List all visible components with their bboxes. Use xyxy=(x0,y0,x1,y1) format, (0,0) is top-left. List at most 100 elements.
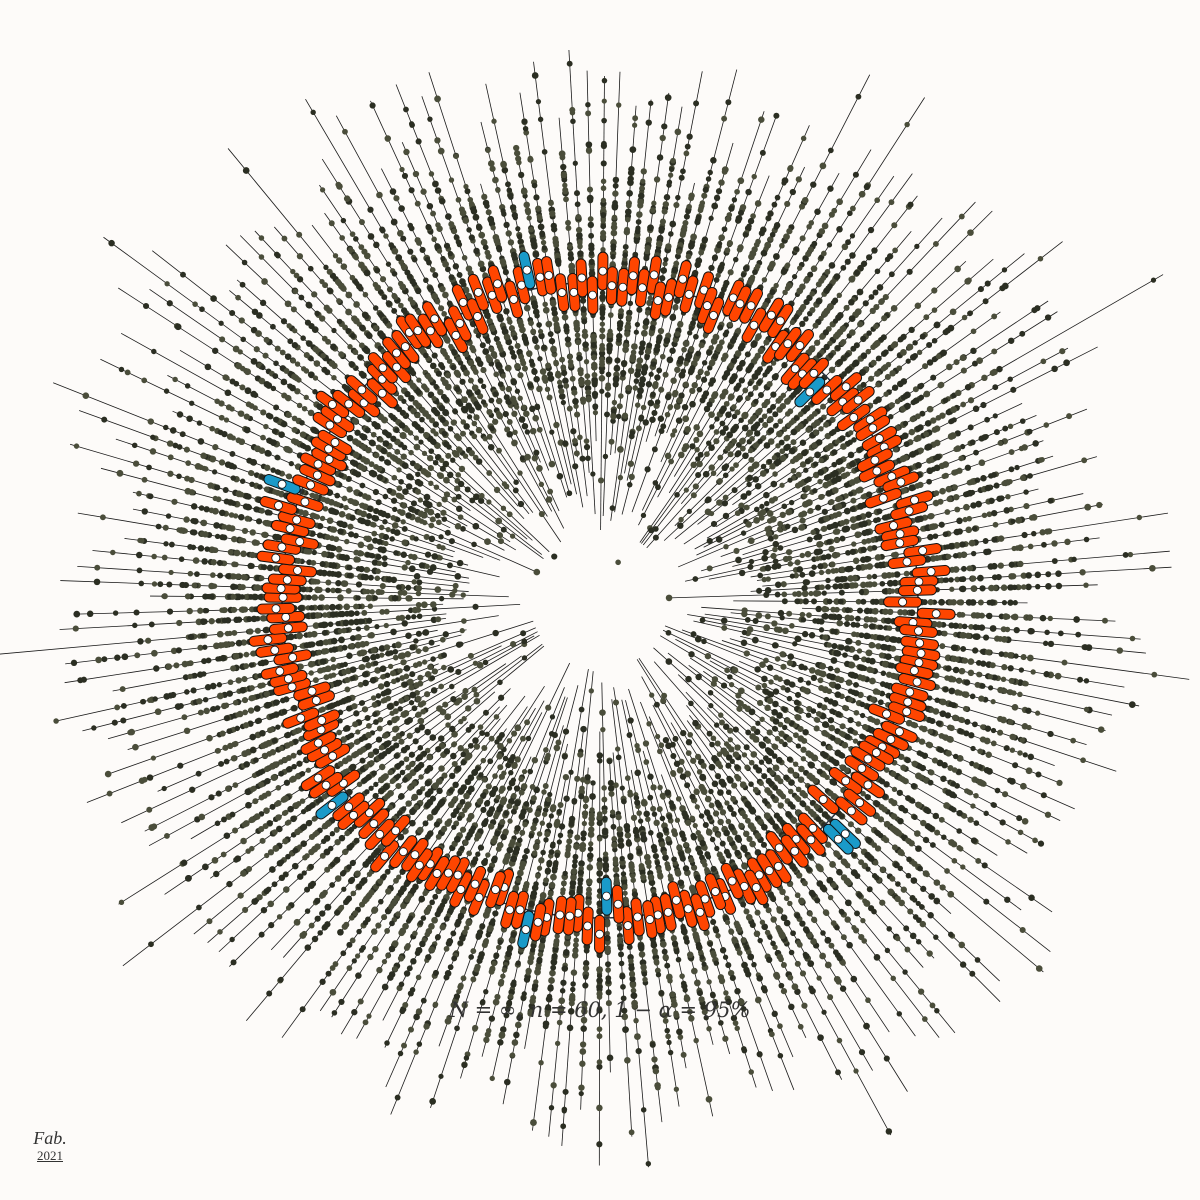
sample-dot xyxy=(642,740,650,747)
sample-dot xyxy=(980,724,986,730)
sample-dot xyxy=(844,607,851,614)
sample-dot xyxy=(864,794,871,801)
sample-dot xyxy=(438,735,445,742)
sample-dot xyxy=(982,634,990,641)
sample-dot xyxy=(917,988,925,995)
sample-dot xyxy=(284,886,290,892)
sample-dot xyxy=(901,609,909,616)
sample-dot xyxy=(900,764,907,771)
sample-dot xyxy=(1082,644,1089,651)
sample-dot xyxy=(794,598,801,605)
sample-dot xyxy=(268,922,275,929)
sample-dot xyxy=(951,807,957,813)
sample-dot xyxy=(515,960,521,966)
sample-dot xyxy=(472,1026,478,1032)
sample-dot xyxy=(936,746,944,753)
sample-dot xyxy=(435,746,442,753)
sample-dot xyxy=(815,816,822,822)
sample-dot xyxy=(495,794,501,800)
sample-dot xyxy=(710,918,717,926)
sample-dot xyxy=(585,899,592,906)
sample-dot xyxy=(933,879,941,886)
sample-dot xyxy=(662,954,669,961)
sample-dot xyxy=(478,951,485,958)
sample-dot xyxy=(509,937,515,943)
sample-dot xyxy=(397,955,405,962)
sample-dot xyxy=(711,754,718,762)
sample-dot xyxy=(709,836,716,843)
sample-dot xyxy=(792,641,798,647)
sample-dot xyxy=(544,868,551,875)
sample-dot xyxy=(822,752,829,759)
sample-dot xyxy=(405,918,412,924)
sample-dot xyxy=(659,940,667,948)
sample-dot xyxy=(1007,651,1014,659)
sample-dot xyxy=(495,944,502,951)
sample-dot xyxy=(927,912,934,919)
sample-dot xyxy=(437,800,445,807)
sample-dot xyxy=(786,756,793,763)
sample-dot xyxy=(519,830,526,836)
sample-dot xyxy=(1004,613,1011,620)
sample-dot xyxy=(850,975,858,983)
sample-dot xyxy=(905,795,912,802)
sample-dot xyxy=(764,704,771,712)
sample-dot xyxy=(323,848,331,856)
sample-dot xyxy=(409,808,416,816)
sample-dot xyxy=(304,886,311,893)
sample-dot xyxy=(807,911,813,917)
sample-dot xyxy=(755,720,761,726)
sample-dot xyxy=(416,754,424,761)
sample-dot xyxy=(1037,840,1045,847)
sample-dot xyxy=(615,754,622,761)
sample-dot xyxy=(856,607,864,614)
sample-dot xyxy=(434,934,441,941)
sample-dot xyxy=(484,731,490,737)
sample-dot xyxy=(797,1023,804,1030)
sample-dot xyxy=(723,741,730,747)
sample-dot xyxy=(646,721,652,727)
sample-dot xyxy=(977,599,984,606)
sample-dot xyxy=(497,679,503,686)
sample-dot xyxy=(596,835,603,842)
sample-dot xyxy=(562,870,568,877)
sample-dot xyxy=(1007,665,1014,672)
sample-dot xyxy=(522,821,528,828)
sample-dot xyxy=(1039,614,1047,622)
sample-dot xyxy=(531,757,539,764)
sample-dot xyxy=(925,808,931,814)
sample-dot xyxy=(404,744,411,751)
sample-dot xyxy=(521,854,528,861)
sample-dot xyxy=(497,1039,504,1046)
sample-dot xyxy=(293,918,301,926)
sample-dot xyxy=(462,807,468,813)
sample-dot xyxy=(1028,894,1035,901)
sample-dot xyxy=(644,858,652,866)
sample-dot xyxy=(705,829,713,836)
sample-dot xyxy=(534,968,541,976)
sample-dot xyxy=(967,658,975,665)
sample-dot xyxy=(744,817,751,824)
sample-dot xyxy=(920,819,927,827)
sample-dot xyxy=(768,1031,775,1038)
sample-dot xyxy=(941,761,948,769)
sample-dot xyxy=(705,1095,713,1103)
sample-dot xyxy=(834,737,842,745)
sample-dot xyxy=(1035,710,1041,716)
sample-dot xyxy=(778,982,785,989)
sample-dot xyxy=(797,676,804,683)
sample-dot xyxy=(927,779,934,786)
sample-dot xyxy=(579,842,587,849)
sample-dot xyxy=(596,863,603,870)
sample-dot xyxy=(417,761,425,769)
sample-dot xyxy=(713,960,720,966)
sample-dot xyxy=(570,868,578,875)
sample-dot xyxy=(747,953,755,961)
sample-dot xyxy=(846,679,852,686)
sample-dot xyxy=(766,729,773,736)
sample-dot xyxy=(981,862,988,869)
sample-dot xyxy=(656,832,664,839)
sample-dot xyxy=(681,930,688,936)
sample-dot xyxy=(807,751,813,758)
sample-dot xyxy=(537,951,544,958)
